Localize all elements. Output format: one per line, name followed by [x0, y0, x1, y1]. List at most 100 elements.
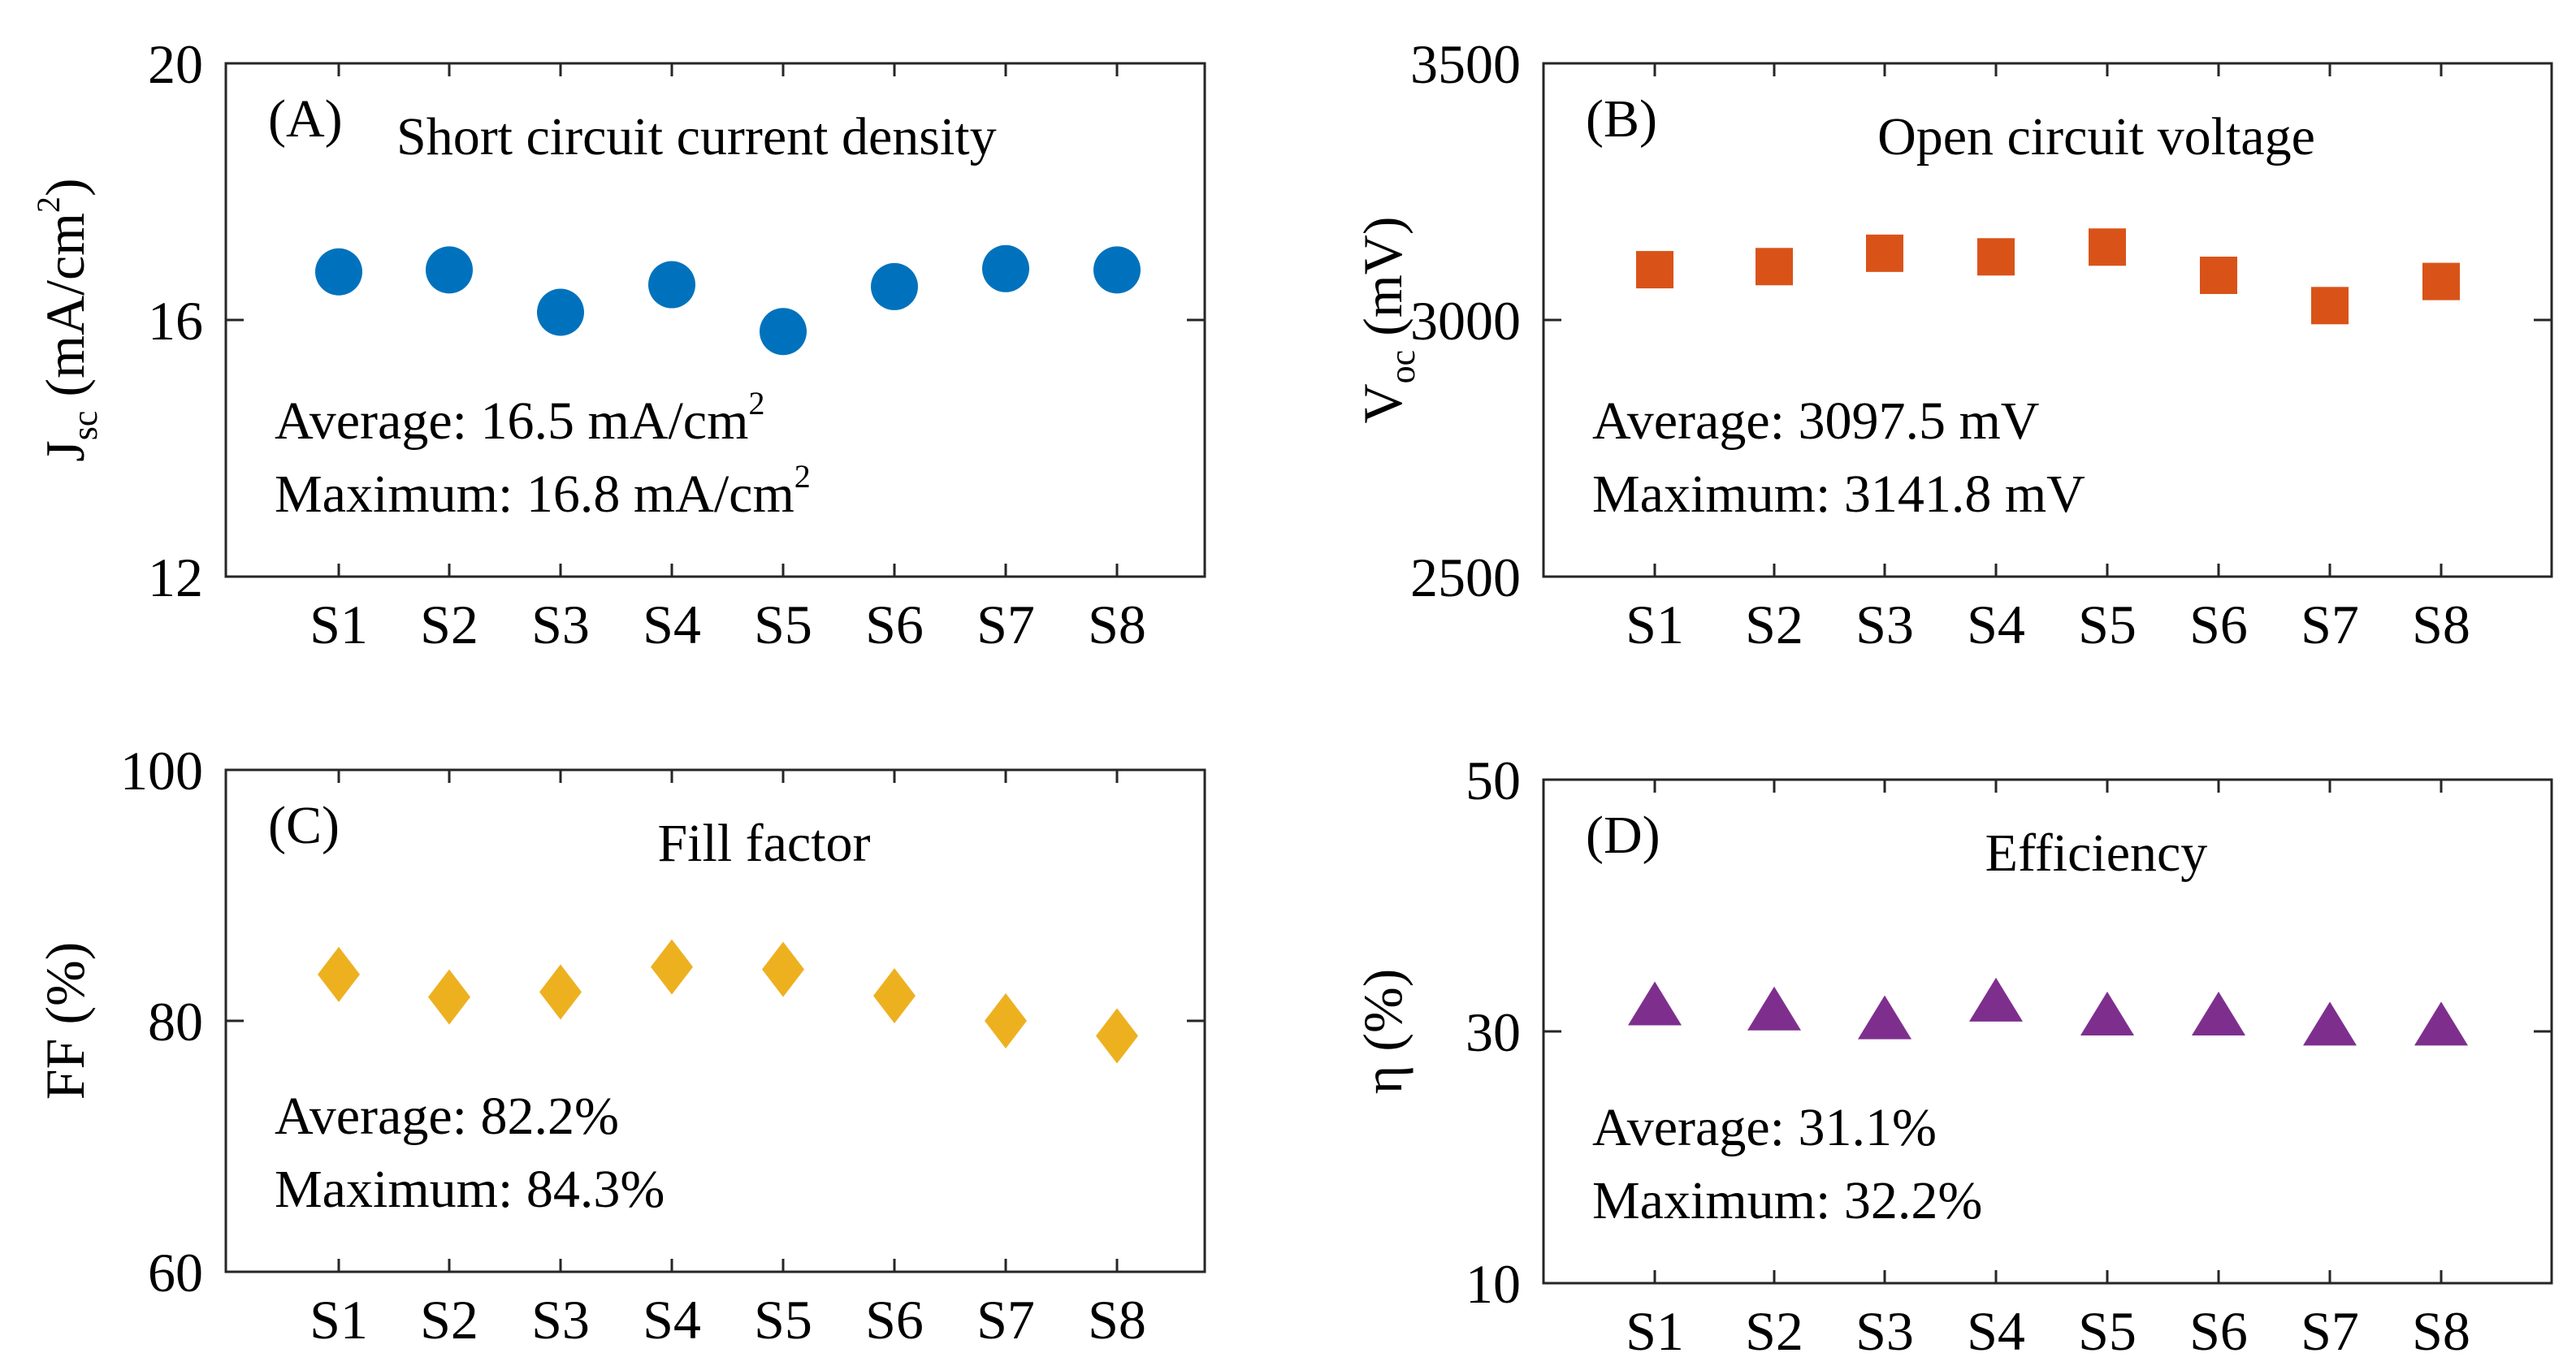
- y-tick-label: 100: [120, 740, 203, 802]
- panel-b: 2500 3000 3500 S1 S2 S3 S4 S5 S6 S7 S8 (B) Open circ…: [1352, 33, 2553, 655]
- x-tick-label: S7: [976, 594, 1035, 655]
- x-tick-label: S5: [2078, 1300, 2137, 1362]
- x-tick-label: S7: [2301, 594, 2359, 655]
- data-point-s5: [2080, 991, 2134, 1035]
- x-tick-label: S7: [2301, 1300, 2359, 1362]
- data-point-s7: [2303, 1001, 2357, 1046]
- average-annotation: Average: 31.1%: [1592, 1098, 1937, 1157]
- x-tick-label: S4: [1967, 1300, 2025, 1362]
- data-point-s1: [1636, 251, 1673, 289]
- x-tick-label: S3: [531, 1289, 590, 1351]
- data-point-s7: [2311, 287, 2349, 325]
- average-annotation: Average: 82.2%: [275, 1087, 619, 1146]
- panel-label: (B): [1586, 89, 1657, 149]
- x-tick-label: S7: [976, 1289, 1035, 1351]
- data-point-s3: [1858, 995, 1911, 1040]
- y-tick-label: 3500: [1410, 33, 1521, 95]
- x-tick-label: S6: [2189, 1300, 2248, 1362]
- data-point-s5: [762, 941, 804, 997]
- data-point-s2: [1756, 248, 1793, 286]
- x-tick-label: S6: [865, 1289, 924, 1351]
- data-point-s2: [1747, 986, 1801, 1031]
- data-point-s2: [426, 246, 473, 294]
- x-tick-label: S4: [643, 1289, 701, 1351]
- panel-d: 10 30 50 S1 S2 S3 S4 S5 S6 S7 S8 (D) Efficiency Avera…: [1352, 750, 2553, 1362]
- chart-title: Open circuit voltage: [1877, 107, 2315, 166]
- x-tick-label: S5: [754, 1289, 812, 1351]
- x-tick-label: S2: [1745, 594, 1803, 655]
- data-point-s3: [537, 288, 584, 336]
- panel-c: 60 80 100 S1 S2 S3 S4 S5 S6 S7 S8 (C) Fill factor Ave…: [34, 740, 1206, 1351]
- y-tick-label: 10: [1466, 1253, 1521, 1315]
- panel-label: (D): [1586, 806, 1660, 865]
- data-point-s4: [648, 261, 695, 309]
- data-point-s8: [1096, 1008, 1138, 1064]
- data-point-s8: [2422, 262, 2460, 300]
- data-point-s2: [428, 969, 470, 1025]
- x-tick-label: S1: [1626, 1300, 1684, 1362]
- data-point-s6: [2200, 257, 2237, 295]
- data-point-s1: [318, 946, 360, 1002]
- maximum-annotation: Maximum: 16.8 mA/cm2: [275, 458, 811, 524]
- x-tick-label: S8: [1088, 594, 1146, 655]
- y-tick-label: 3000: [1410, 290, 1521, 352]
- chart-title: Short circuit current density: [396, 107, 997, 166]
- data-point-s4: [651, 939, 693, 995]
- maximum-annotation: Maximum: 84.3%: [275, 1160, 665, 1219]
- data-point-s5: [2089, 228, 2126, 266]
- y-tick-label: 60: [148, 1242, 203, 1303]
- x-tick-label: S2: [1745, 1300, 1803, 1362]
- maximum-annotation: Maximum: 3141.8 mV: [1592, 465, 2085, 524]
- y-tick-label: 12: [148, 547, 203, 608]
- x-tick-label: S2: [420, 594, 478, 655]
- data-point-s8: [1093, 246, 1141, 294]
- panel-a: 12 16 20 S1 S2 S3 S4 S5 S6 S7 S8 (A) Short circuit c…: [30, 33, 1206, 655]
- x-tick-label: S3: [1855, 594, 1914, 655]
- x-tick-label: S4: [643, 594, 701, 655]
- x-tick-label: S5: [2078, 594, 2137, 655]
- x-tick-label: S5: [754, 594, 812, 655]
- y-tick-label: 16: [148, 290, 203, 352]
- data-point-s1: [1628, 981, 1682, 1026]
- panel-label: (A): [268, 89, 343, 149]
- x-tick-label: S2: [420, 1289, 478, 1351]
- chart-title: Efficiency: [1985, 823, 2208, 883]
- y-axis-label: η (%): [1352, 969, 1414, 1095]
- data-point-s4: [1969, 977, 2023, 1022]
- data-point-s8: [2414, 1001, 2468, 1046]
- y-axis-label: FF (%): [34, 942, 96, 1100]
- x-tick-label: S8: [2412, 594, 2470, 655]
- x-tick-label: S1: [1626, 594, 1684, 655]
- x-tick-label: S4: [1967, 594, 2025, 655]
- x-tick-label: S1: [310, 594, 368, 655]
- x-tick-label: S1: [310, 1289, 368, 1351]
- x-tick-label: S3: [1855, 1300, 1914, 1362]
- data-point-s6: [871, 262, 918, 310]
- y-axis-label: Voc (mV): [1352, 217, 1422, 424]
- data-point-s5: [760, 308, 807, 356]
- x-tick-label: S3: [531, 594, 590, 655]
- data-point-s4: [1977, 238, 2015, 276]
- data-point-s7: [982, 244, 1029, 292]
- y-axis-label: Jsc (mA/cm2): [30, 178, 105, 461]
- data-point-s3: [539, 964, 582, 1020]
- average-annotation: Average: 16.5 mA/cm2: [275, 385, 764, 451]
- x-tick-label: S6: [865, 594, 924, 655]
- chart-title: Fill factor: [657, 814, 870, 873]
- data-point-s6: [2192, 991, 2245, 1035]
- x-tick-label: S8: [1088, 1289, 1146, 1351]
- data-point-s3: [1866, 234, 1903, 272]
- y-tick-label: 50: [1466, 750, 1521, 811]
- average-annotation: Average: 3097.5 mV: [1592, 391, 2039, 451]
- data-point-s7: [985, 993, 1027, 1048]
- y-tick-label: 2500: [1410, 547, 1521, 608]
- y-tick-label: 80: [148, 991, 203, 1053]
- x-tick-label: S6: [2189, 594, 2248, 655]
- maximum-annotation: Maximum: 32.2%: [1592, 1171, 1982, 1230]
- y-tick-label: 30: [1466, 1001, 1521, 1063]
- panel-label: (C): [268, 796, 340, 855]
- x-tick-label: S8: [2412, 1300, 2470, 1362]
- data-point-s1: [315, 248, 362, 296]
- y-tick-label: 20: [148, 33, 203, 95]
